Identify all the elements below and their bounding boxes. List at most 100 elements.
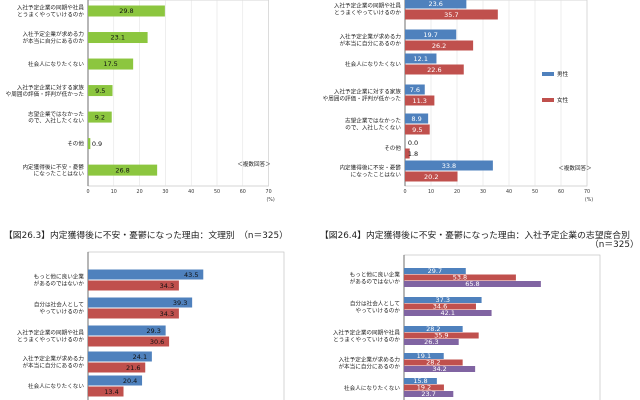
panel4-value-series3: 42.1 xyxy=(441,309,455,317)
panel3-category-label: 社会人になりたくない xyxy=(28,382,84,390)
panel1-tick-label: 40 xyxy=(188,189,194,195)
panel4-value-series1: 19.1 xyxy=(417,352,431,360)
panel2-bar-male xyxy=(405,160,493,171)
panel4-bar-series2 xyxy=(404,384,444,391)
panel2-category-label: 社会人になりたくない xyxy=(345,60,401,68)
panel2-value-male: 8.9 xyxy=(411,115,421,123)
panel3-bar-series2 xyxy=(88,386,124,397)
panel1-note: ＜複数回答＞ xyxy=(237,160,271,168)
panel3-value-series1: 39.3 xyxy=(173,299,187,307)
panel1-bar xyxy=(88,111,112,123)
panel4-value-series2: 53.8 xyxy=(453,274,467,282)
panel1-frame xyxy=(87,0,269,187)
panel4-value-series1: 37.3 xyxy=(436,296,450,304)
panel2-value-male: 12.1 xyxy=(413,55,427,63)
panel2-value-male: 0.0 xyxy=(408,139,418,147)
panel4-category-label: 自分は社会人としてやっていけるのか xyxy=(350,300,401,315)
panel2-bar-female xyxy=(405,9,498,20)
panel1-tick-label: 60 xyxy=(240,189,246,195)
panel1-tick-label: 0 xyxy=(86,189,89,195)
panel2-legend-swatch-female xyxy=(542,98,554,102)
panel4-bar-series2 xyxy=(404,359,463,366)
panel2-bar-female xyxy=(405,171,458,182)
panel1-bar-value: 29.8 xyxy=(119,7,133,15)
panel4-bar-series1 xyxy=(404,378,437,384)
panel4-bar-series1 xyxy=(404,326,463,332)
panel2-bar-female xyxy=(405,124,430,135)
panel2-category-label: その他 xyxy=(384,144,401,152)
panel2-tick-label: 50 xyxy=(532,189,538,195)
panel1-bar xyxy=(88,5,165,17)
panel2-tick-label: 0 xyxy=(403,189,406,195)
panel3-bar-series1 xyxy=(88,375,143,386)
panel2-tick-label: 60 xyxy=(558,189,564,195)
panel2-bar-male xyxy=(405,84,425,95)
panel1-category-label: 入社予定企業に対する家族や周囲の評価・評判が低かった xyxy=(6,83,85,98)
panel2-legend-female: 女性 xyxy=(557,96,569,104)
panel1-bar-value: 17.5 xyxy=(103,60,117,68)
panel2-category-label: 志望企業ではなかったので、入社したくない xyxy=(345,117,401,132)
panel2-category-label: 入社予定企業に対する家族や周囲の評価・評判が低かった xyxy=(323,88,402,103)
panel3-bar-series2 xyxy=(88,308,179,319)
panel2-value-male: 7.6 xyxy=(410,86,420,94)
panel1-bar-value: 9.5 xyxy=(95,87,105,95)
panel2-bar-female xyxy=(405,40,474,51)
panel3-value-series2: 30.6 xyxy=(150,338,164,346)
panel2-category-label: 入社予定企業の同期や社員とうまくやっていけるのか xyxy=(334,2,402,17)
panel4-value-series3: 34.2 xyxy=(432,365,446,373)
panel4-bar-series3 xyxy=(404,310,492,316)
panel2-value-female: 20.2 xyxy=(424,173,438,181)
panel1-tick-label: 70 xyxy=(266,189,272,195)
panel2-value-female: 22.6 xyxy=(427,66,441,74)
panel2-tick-label: 70 xyxy=(584,189,590,195)
panel1-category-label: 社会人になりたくない xyxy=(28,60,84,68)
panel4-subtitle: （n＝325） xyxy=(590,239,639,250)
panel4-bar-series2 xyxy=(404,332,479,339)
panel2-value-male: 33.8 xyxy=(442,162,456,170)
panel1-category-label: その他 xyxy=(67,140,84,148)
panel4-bar-series3 xyxy=(404,391,454,397)
panel1-category-label: 志望企業ではなかったので、入社したくない xyxy=(28,110,84,125)
panel1-tick-label: 20 xyxy=(137,189,143,195)
panel1-bar xyxy=(88,58,134,70)
panel2-tick-label: 20 xyxy=(454,189,460,195)
panel4-title: 【図26.4】内定獲得後に不安・憂鬱になった理由：入社予定企業の志望度合別 xyxy=(320,229,630,241)
panel2-value-male: 23.6 xyxy=(428,0,442,8)
panel2-legend-male: 男性 xyxy=(557,70,569,78)
panel1-category-label: 入社予定企業が求める力が本当に自分にあるのか xyxy=(22,30,84,45)
panel1-bar-value: 23.1 xyxy=(111,34,125,42)
panel3-value-series2: 13.4 xyxy=(104,388,118,396)
panel4-category-label: 入社予定企業が求める力が本当に自分にあるのか xyxy=(338,356,400,371)
panel3-bar-series1 xyxy=(88,351,152,362)
panel3-bar-series2 xyxy=(88,336,170,347)
panel2-bar-female xyxy=(405,64,464,75)
panel4-value-series1: 28.2 xyxy=(426,325,440,333)
panel2-tick-label: 40 xyxy=(506,189,512,195)
panel2-value-male: 19.7 xyxy=(423,31,437,39)
panel3-bar-series2 xyxy=(88,362,146,373)
panel4-value-series1: 15.8 xyxy=(413,377,427,385)
panel1-bar xyxy=(88,164,158,176)
panel4-bar-series2 xyxy=(404,303,476,310)
panel4-bar-series1 xyxy=(404,297,482,303)
panel1-category-label: 内定獲得後に不安・憂鬱になったことはない xyxy=(22,163,84,178)
panel3-bar-series1 xyxy=(88,297,193,308)
panel1-bar xyxy=(88,32,148,44)
panel3-value-series2: 34.3 xyxy=(160,310,174,318)
panel3-value-series1: 43.5 xyxy=(184,271,198,279)
panel1-bar-value: 26.8 xyxy=(115,166,129,174)
panel2-value-female: 26.2 xyxy=(432,42,446,50)
panel3-bar-series1 xyxy=(88,325,166,336)
panel4-bar-series1 xyxy=(404,268,466,274)
panel3-bar-series2 xyxy=(88,280,179,291)
panel4-value-series2: 19.2 xyxy=(417,384,431,392)
panel3-value-series2: 21.6 xyxy=(126,364,140,372)
panel2-note: ＜複数回答＞ xyxy=(558,164,592,172)
panel1-tick-label: 10 xyxy=(111,189,117,195)
panel1-tick-label: 30 xyxy=(162,189,168,195)
panel3-title: 【図26.3】内定獲得後に不安・憂鬱になった理由：文理別 （n＝325） xyxy=(4,229,288,241)
panel2-value-female: 9.5 xyxy=(412,126,422,134)
panel3-bar-series1 xyxy=(88,269,204,280)
panel4-category-label: もっと他に良い企業があるのではないか xyxy=(350,271,401,286)
